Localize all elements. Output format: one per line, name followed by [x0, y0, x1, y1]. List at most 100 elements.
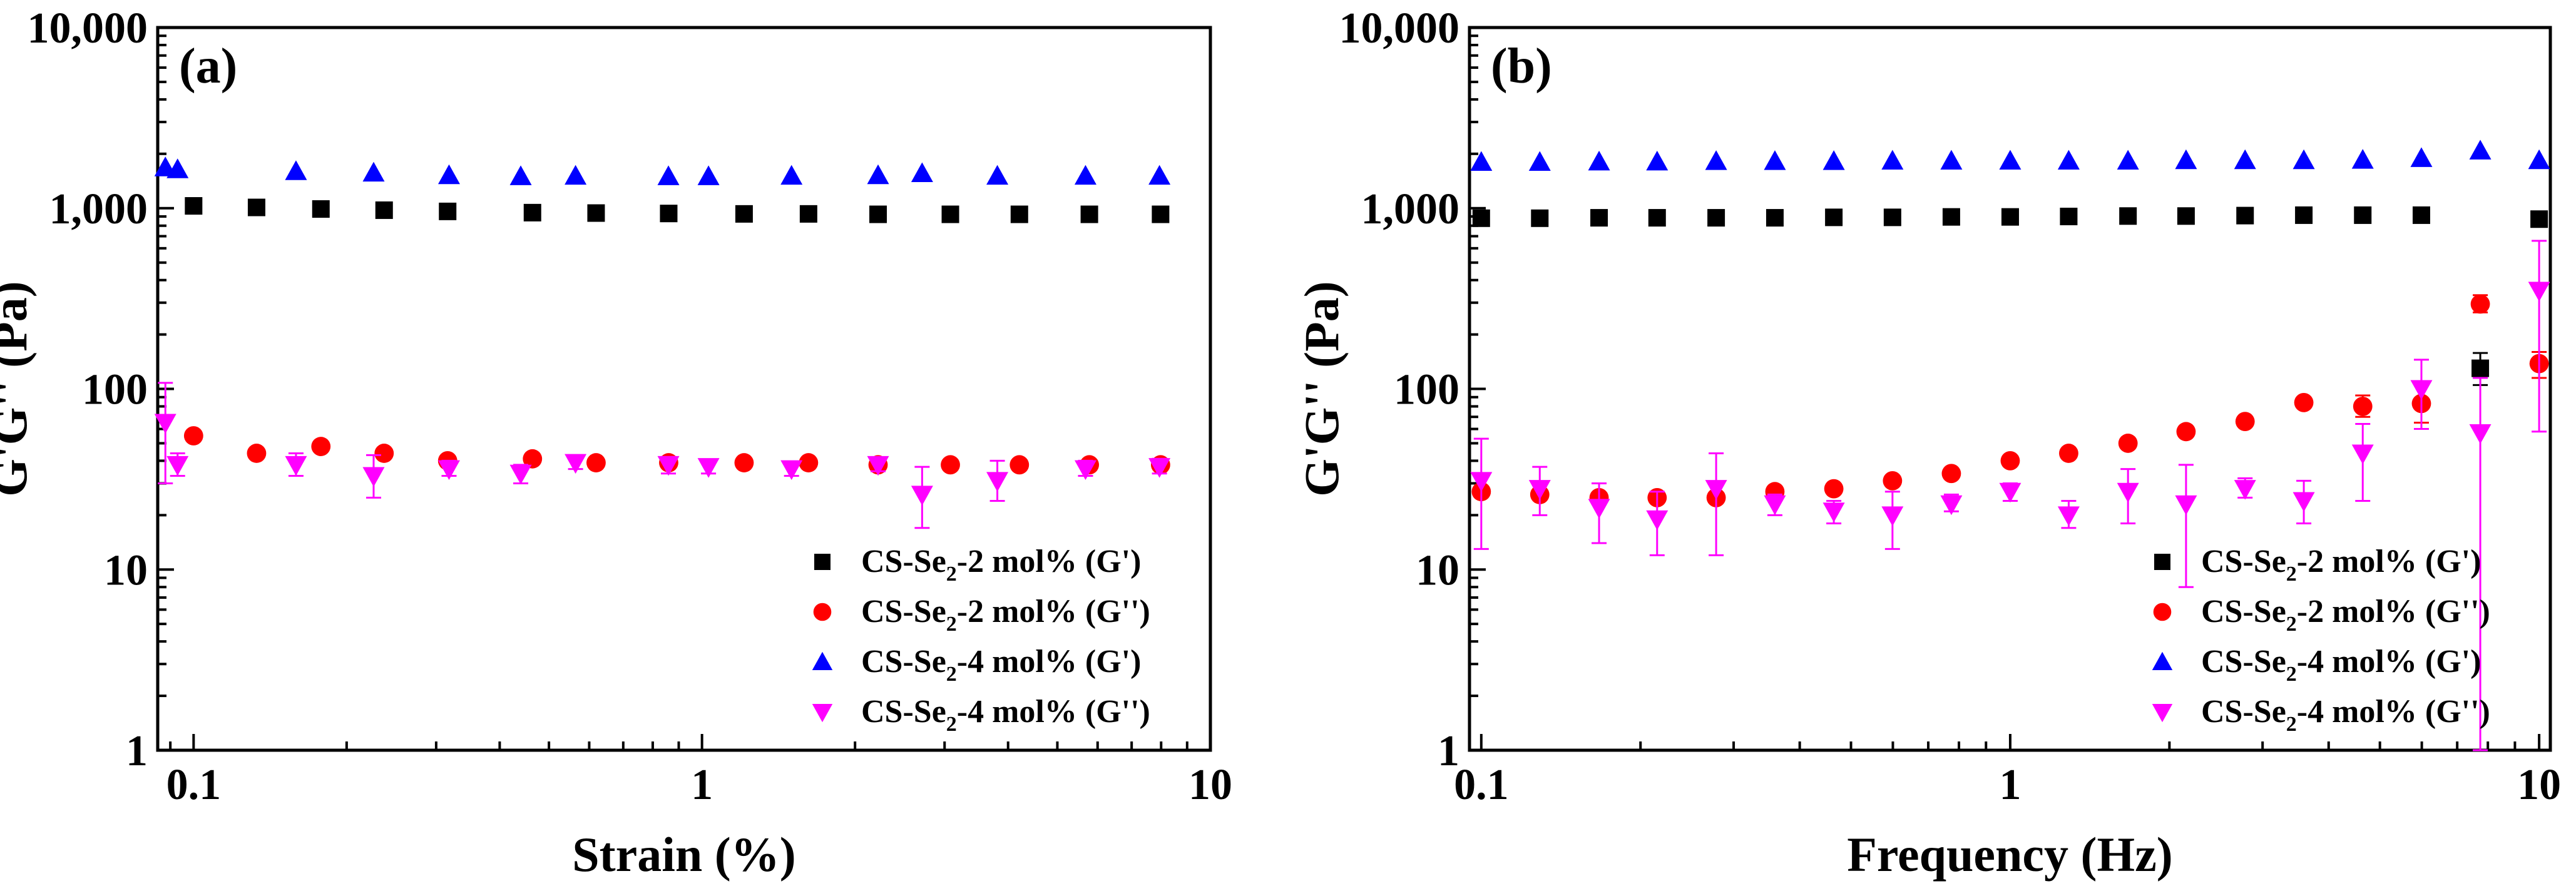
data-point-triangle-up	[986, 165, 1009, 185]
y-tick-label: 100	[82, 366, 148, 414]
data-point-triangle-down	[1588, 499, 1610, 519]
data-point-triangle-up	[2410, 147, 2433, 167]
data-point-square	[1010, 205, 1028, 223]
x-axis-title: Strain (%)	[572, 827, 795, 882]
x-tick-label: 1	[691, 761, 713, 809]
chart-panel-a: 0.1 1 10 1 10 100 1,000 10,000 Strain (%) G'G'' (…	[0, 4, 1232, 882]
data-point-triangle-down	[2469, 424, 2492, 444]
data-point-triangle-down	[1999, 482, 2021, 503]
data-point-square	[1590, 209, 1608, 227]
data-point-square	[587, 204, 605, 222]
series-0	[185, 197, 1170, 223]
series-2	[1470, 140, 2550, 171]
data-point-square	[2154, 554, 2170, 570]
data-point-triangle-down	[2234, 480, 2256, 500]
legend-label: CS-Se2-4 mol% (G'')	[861, 694, 1150, 736]
y-tick-label: 1,000	[49, 185, 148, 233]
data-point-triangle-down	[657, 456, 680, 476]
legend-item: CS-Se2-2 mol% (G'')	[2153, 594, 2490, 636]
legend-item: CS-Se2-2 mol% (G')	[814, 544, 1141, 586]
data-point-triangle-up	[2292, 149, 2315, 170]
data-point-triangle-down	[1470, 472, 1493, 492]
data-point-triangle-down	[1646, 510, 1669, 531]
data-point-square	[2119, 207, 2137, 225]
y-tick-label: 1,000	[1361, 185, 1460, 233]
y-tick-label: 10	[104, 546, 148, 594]
data-point-square	[1942, 208, 1960, 226]
data-point-circle	[1824, 479, 1844, 499]
data-point-square	[2354, 206, 2372, 224]
legend-label-prefix: CS-Se	[861, 544, 946, 579]
data-point-triangle-down	[1822, 502, 1845, 522]
legend-label-suffix: -2 mol% (G'')	[2297, 594, 2490, 629]
data-point-square	[1766, 209, 1784, 227]
data-point-circle	[247, 444, 267, 463]
data-point-circle	[2059, 444, 2078, 463]
data-point-circle	[374, 444, 394, 463]
data-point-circle	[1009, 455, 1030, 475]
data-point-square	[2412, 206, 2430, 224]
data-point-triangle-up	[2152, 651, 2173, 670]
data-point-triangle-down	[1528, 480, 1551, 500]
data-point-square	[2177, 207, 2195, 225]
data-point-square	[439, 202, 457, 220]
data-point-triangle-up	[1646, 150, 1669, 171]
data-point-square	[1080, 205, 1098, 223]
data-point-triangle-up	[1470, 151, 1493, 171]
legend-label-prefix: CS-Se	[2201, 694, 2286, 730]
data-point-triangle-up	[780, 165, 803, 185]
data-point-square	[312, 200, 330, 218]
data-point-triangle-down	[2351, 444, 2374, 464]
axis-ticks	[158, 26, 1212, 751]
data-point-square	[1707, 209, 1725, 227]
data-point-square	[799, 205, 817, 223]
data-point-square	[2471, 359, 2490, 377]
data-point-triangle-up	[565, 165, 587, 185]
legend-label-subscript: 2	[946, 713, 957, 736]
data-point-square	[1883, 208, 1901, 227]
y-tick-label: 100	[1394, 366, 1459, 414]
data-point-triangle-down	[2117, 482, 2139, 503]
data-point-triangle-up	[1148, 165, 1171, 185]
legend-label-prefix: CS-Se	[861, 594, 946, 629]
data-point-triangle-down	[986, 472, 1009, 492]
legend-label: CS-Se2-2 mol% (G'')	[861, 594, 1150, 636]
axis-ticks	[1469, 26, 2541, 751]
data-point-triangle-down	[437, 460, 460, 481]
legend-label-subscript: 2	[2286, 613, 2297, 636]
data-point-triangle-down	[509, 464, 532, 485]
data-point-circle	[2153, 603, 2172, 621]
x-tick-label: 1	[1999, 761, 2021, 809]
legend-label: CS-Se2-2 mol% (G')	[2201, 544, 2481, 586]
data-point-square	[1152, 205, 1170, 223]
legend-item: CS-Se2-4 mol% (G')	[812, 644, 1141, 686]
data-point-circle	[1941, 464, 1961, 484]
data-point-triangle-up	[437, 164, 460, 185]
data-point-triangle-up	[2351, 149, 2374, 169]
panel-label: (a)	[179, 39, 237, 94]
legend-label-subscript: 2	[946, 563, 957, 586]
data-point-square	[2530, 210, 2548, 228]
legend-label: CS-Se2-4 mol% (G')	[861, 644, 1141, 686]
data-point-triangle-up	[1940, 150, 1963, 170]
legend-label: CS-Se2-2 mol% (G'')	[2201, 594, 2490, 636]
legend-label-subscript: 2	[2286, 663, 2297, 686]
data-point-triangle-up	[1999, 150, 2021, 170]
data-point-triangle-down	[1881, 506, 1904, 526]
data-point-square	[814, 554, 831, 570]
legend-item: CS-Se2-4 mol% (G'')	[812, 694, 1150, 736]
data-point-circle	[2000, 451, 2020, 471]
plot-frame	[1468, 26, 2552, 752]
data-point-triangle-up	[509, 165, 532, 185]
data-point-square	[2001, 208, 2019, 226]
data-point-square	[735, 205, 753, 223]
data-point-square	[375, 201, 393, 219]
data-point-square	[185, 197, 203, 215]
data-point-square	[2295, 206, 2313, 224]
data-point-square	[1472, 209, 1490, 227]
data-point-triangle-up	[1705, 150, 1727, 170]
series-2	[154, 156, 1171, 185]
panel-label: (b)	[1491, 39, 1552, 94]
data-point-triangle-down	[2410, 380, 2433, 400]
data-point-square	[1648, 209, 1666, 227]
